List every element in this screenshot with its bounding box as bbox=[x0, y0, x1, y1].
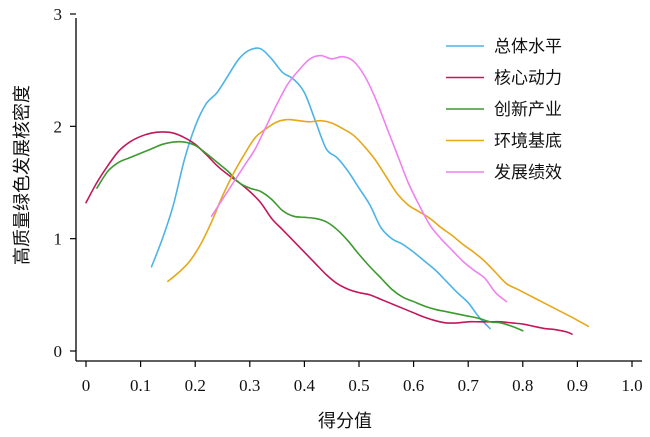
x-tick-label: 0.1 bbox=[130, 376, 151, 395]
series-line-5 bbox=[210, 54, 508, 303]
x-tick-label: 0 bbox=[82, 376, 91, 395]
x-tick-label: 0.9 bbox=[567, 376, 588, 395]
y-axis-title: 高质量绿色发展核密度 bbox=[12, 85, 33, 265]
ticks: 0 0.1 0.2 0.3 0.4 0.5 0.6 0.7 0.8 0.9 1.0 0 1 2 3 bbox=[54, 5, 643, 395]
legend-label-1: 总体水平 bbox=[494, 37, 562, 57]
legend-label-3: 创新产业 bbox=[494, 100, 562, 120]
series-line-3 bbox=[96, 140, 524, 332]
x-tick-label: 0.4 bbox=[294, 376, 316, 395]
x-tick-label: 0.6 bbox=[403, 376, 424, 395]
y-tick-label: 2 bbox=[54, 117, 63, 136]
y-tick-label: 1 bbox=[54, 230, 63, 249]
series-group bbox=[85, 47, 590, 335]
y-tick-label: 3 bbox=[54, 5, 63, 24]
x-tick-label: 0.3 bbox=[239, 376, 260, 395]
x-tick-label: 0.8 bbox=[512, 376, 533, 395]
x-tick-label: 0.5 bbox=[348, 376, 369, 395]
x-axis-title: 得分值 bbox=[318, 411, 372, 432]
x-tick-label: 1.0 bbox=[621, 376, 642, 395]
x-tick-label: 0.2 bbox=[185, 376, 206, 395]
series-line-4 bbox=[167, 118, 590, 328]
series-line-1 bbox=[150, 47, 491, 330]
legend-label-2: 核心动力 bbox=[494, 69, 562, 89]
x-tick-label: 0.7 bbox=[458, 376, 480, 395]
legend-label-4: 环境基底 bbox=[494, 132, 562, 152]
legend-label-5: 发展绩效 bbox=[494, 163, 562, 183]
y-tick-label: 0 bbox=[54, 342, 63, 361]
